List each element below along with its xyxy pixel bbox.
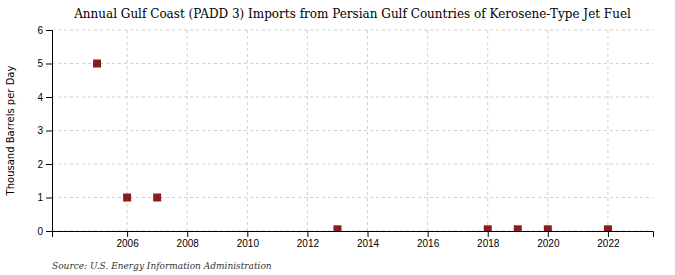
x-tick-mark xyxy=(368,231,369,237)
y-axis-label: Thousand Barrels per Day xyxy=(5,66,16,197)
y-tick-mark xyxy=(46,164,52,165)
x-tick-mark xyxy=(127,231,128,237)
point xyxy=(544,225,552,231)
y-tick: 6 xyxy=(37,25,52,36)
chart: 2006 2008 2010 2012 2014 2016 2018 2020 2022 0 1 2 3… xyxy=(0,0,675,275)
point xyxy=(93,60,101,68)
x-tick-label: 2012 xyxy=(297,238,320,249)
y-tick: 0 xyxy=(37,226,52,237)
x-grid-line xyxy=(487,30,488,231)
x-tick: 2022 xyxy=(597,231,620,249)
y-tick-mark xyxy=(46,231,52,232)
y-tick: 5 xyxy=(37,58,52,69)
point xyxy=(123,194,131,202)
y-tick-mark xyxy=(46,64,52,65)
x-tick-label: 2008 xyxy=(177,238,200,249)
x-tick-mark xyxy=(608,231,609,237)
x-tick-label: 2016 xyxy=(417,238,440,249)
x-tick-label: 2018 xyxy=(477,238,500,249)
x-tick-mark xyxy=(428,231,429,237)
x-tick-label: 2022 xyxy=(597,238,620,249)
x-tick: 2012 xyxy=(297,231,320,249)
y-tick-label: 0 xyxy=(37,226,43,237)
x-grid-line xyxy=(307,30,308,231)
x-axis-line xyxy=(53,232,654,238)
y-tick-label: 2 xyxy=(37,159,43,170)
point xyxy=(153,194,161,202)
y-axis-line xyxy=(46,31,53,232)
y-tick-label: 3 xyxy=(37,125,43,136)
x-tick: 2014 xyxy=(357,231,380,249)
source-annotation: Source: U.S. Energy Information Administ… xyxy=(52,261,272,271)
x-tick-mark xyxy=(488,231,489,237)
x-tick: 2020 xyxy=(537,231,560,249)
y-grid-line xyxy=(52,130,653,131)
y-grid-line xyxy=(52,97,653,98)
x-tick-mark xyxy=(548,231,549,237)
x-tick: 2010 xyxy=(237,231,260,249)
point xyxy=(604,225,612,231)
y-grid-line xyxy=(52,63,653,64)
y-tick-mark xyxy=(46,30,52,31)
x-tick-label: 2010 xyxy=(237,238,260,249)
title: Annual Gulf Coast (PADD 3) Imports from … xyxy=(73,7,631,21)
y-tick-label: 6 xyxy=(37,25,43,36)
y-tick-label: 1 xyxy=(37,192,43,203)
y-tick-mark xyxy=(46,97,52,98)
y-tick: 1 xyxy=(37,192,52,203)
y-tick-mark xyxy=(46,131,52,132)
grid xyxy=(52,30,653,231)
x-tick: 2008 xyxy=(177,231,200,249)
x-tick-label: 2014 xyxy=(357,238,380,249)
point xyxy=(484,225,492,231)
x-tick-mark xyxy=(247,231,248,237)
y-grid-line xyxy=(52,30,653,31)
point xyxy=(514,225,522,231)
y-tick-mark xyxy=(46,198,52,199)
y-tick-label: 5 xyxy=(37,58,43,69)
x-tick-mark xyxy=(307,231,308,237)
x-grid-line xyxy=(427,30,428,231)
x-tick: 2018 xyxy=(477,231,500,249)
plot: 2006 2008 2010 2012 2014 2016 2018 2020 2022 0 1 2 3… xyxy=(37,25,653,249)
y-grid-line xyxy=(52,197,653,198)
x-tick: 2006 xyxy=(117,231,140,249)
x-grid-line xyxy=(367,30,368,231)
y-axis: 0 1 2 3 4 5 6 xyxy=(37,25,52,237)
point xyxy=(333,225,341,231)
points xyxy=(93,60,612,232)
y-tick-label: 4 xyxy=(37,92,43,103)
x-tick-label: 2006 xyxy=(117,238,140,249)
y-tick: 2 xyxy=(37,159,52,170)
y-tick: 4 xyxy=(37,92,52,103)
y-tick: 3 xyxy=(37,125,52,136)
x-tick-label: 2020 xyxy=(537,238,560,249)
x-axis: 2006 2008 2010 2012 2014 2016 2018 2020 2022 xyxy=(53,231,654,249)
x-grid-line xyxy=(547,30,548,231)
x-grid-line xyxy=(607,30,608,231)
x-tick-mark xyxy=(187,231,188,237)
y-grid-line xyxy=(52,164,653,165)
x-tick: 2016 xyxy=(417,231,440,249)
